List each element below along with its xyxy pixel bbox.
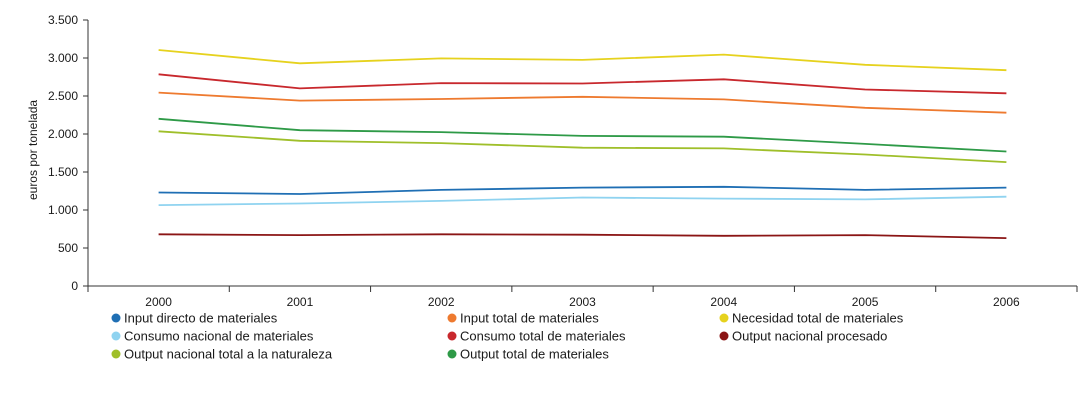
- series-line: [158, 73, 1007, 95]
- legend-label: Necesidad total de materiales: [732, 311, 904, 326]
- legend-marker: [111, 331, 121, 341]
- legend-label: Input directo de materiales: [124, 311, 278, 326]
- y-tick-label: 3.000: [48, 51, 78, 65]
- series-line: [158, 233, 1007, 239]
- series-line: [158, 117, 1007, 153]
- legend: Input directo de materiales Input total d…: [111, 311, 904, 362]
- y-axis-title: euros por tonelada: [26, 100, 40, 200]
- series-line: [158, 91, 1007, 114]
- x-tick-label: 2004: [710, 295, 737, 309]
- series-line: [158, 185, 1007, 195]
- x-tick-label: 2005: [852, 295, 879, 309]
- legend-marker: [719, 313, 729, 323]
- y-tick-label: 2.000: [48, 127, 78, 141]
- legend-marker: [447, 349, 457, 359]
- y-tick-label: 1.500: [48, 165, 78, 179]
- x-tick-label: 2006: [993, 295, 1020, 309]
- legend-marker: [447, 331, 457, 341]
- legend-label: Consumo nacional de materiales: [124, 329, 314, 344]
- legend-marker: [111, 349, 121, 359]
- y-tick-label: 2.500: [48, 89, 78, 103]
- series-line: [158, 130, 1007, 163]
- legend-label: Input total de materiales: [460, 311, 599, 326]
- series-layer: [158, 49, 1007, 239]
- x-tick-label: 2000: [145, 295, 172, 309]
- y-tick-label: 0: [71, 279, 78, 293]
- y-tick-label: 3.500: [48, 13, 78, 27]
- y-tick-label: 500: [58, 241, 78, 255]
- x-tick-label: 2003: [569, 295, 596, 309]
- legend-label: Output nacional total a la naturaleza: [124, 347, 333, 362]
- y-tick-label: 1.000: [48, 203, 78, 217]
- legend-label: Output nacional procesado: [732, 329, 887, 344]
- x-tick-label: 2002: [428, 295, 455, 309]
- series-line: [158, 49, 1007, 72]
- series-line: [158, 195, 1007, 206]
- legend-marker: [111, 313, 121, 323]
- x-tick-label: 2001: [287, 295, 314, 309]
- legend-marker: [447, 313, 457, 323]
- axes: 0 500 1.000 1.500 2.000 2.500 3.000 3.500 2000 20…: [48, 13, 1078, 309]
- legend-marker: [719, 331, 729, 341]
- legend-label: Output total de materiales: [460, 347, 609, 362]
- legend-label: Consumo total de materiales: [460, 329, 626, 344]
